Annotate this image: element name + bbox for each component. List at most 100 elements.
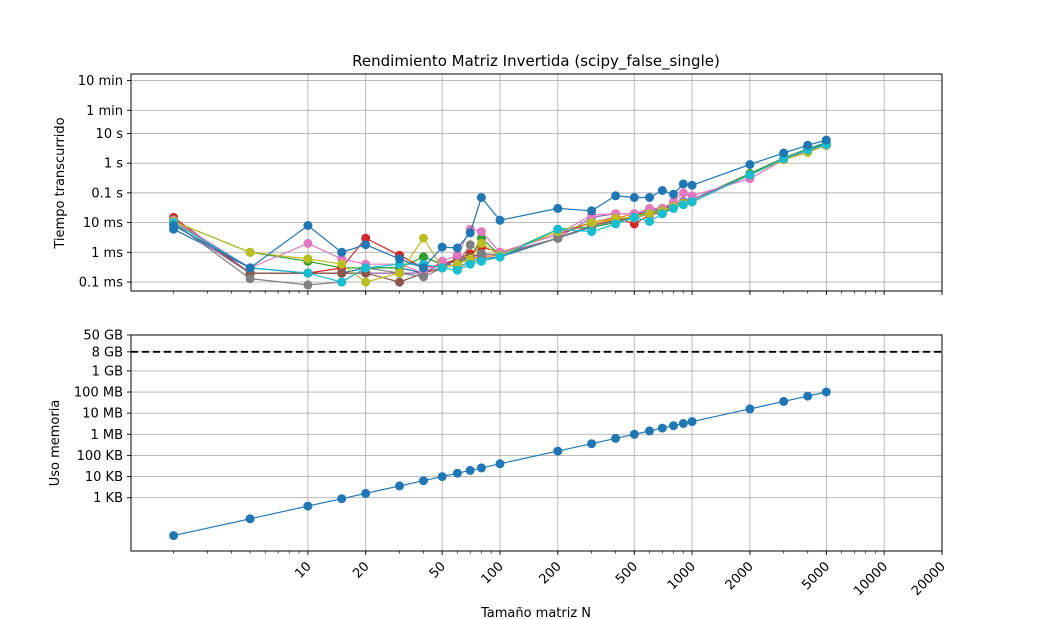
data-point (395, 277, 404, 287)
data-point (465, 228, 475, 238)
time-axes-frame (130, 73, 943, 292)
data-point (629, 212, 639, 222)
data-point (303, 280, 313, 290)
data-point (395, 481, 404, 491)
data-point (687, 417, 697, 427)
data-point (645, 216, 654, 226)
chart-title: Rendimiento Matriz Invertida (scipy_fals… (352, 52, 720, 71)
data-point (629, 429, 639, 439)
y-tick-label: 10 s (96, 127, 124, 142)
data-point (419, 476, 428, 486)
data-point (629, 193, 639, 202)
data-point (169, 531, 179, 541)
y-tick-label: 10 MB (82, 407, 123, 422)
data-point (611, 191, 621, 201)
data-point (245, 263, 255, 273)
data-point (452, 265, 462, 275)
data-point (437, 472, 447, 482)
data-point (303, 254, 313, 264)
data-point (245, 274, 255, 284)
data-point (669, 203, 678, 213)
data-point (553, 224, 563, 234)
time-xticks (173, 291, 943, 295)
y-tick-label: 1 min (86, 104, 123, 119)
data-point (419, 252, 428, 262)
data-point (657, 186, 667, 195)
y-tick-label: 10 ms (83, 216, 123, 231)
data-point (476, 256, 486, 266)
data-point (337, 277, 347, 287)
data-point (476, 193, 486, 202)
data-point (395, 268, 404, 278)
data-point (587, 439, 597, 449)
data-point (587, 218, 597, 228)
series-11 (169, 135, 831, 273)
data-point (553, 203, 563, 213)
data-point (303, 501, 313, 511)
data-point (587, 227, 597, 237)
data-point (395, 254, 404, 264)
data-point (419, 233, 428, 243)
data-point (361, 240, 371, 250)
memory-ylabel: Uso memoria (48, 400, 63, 487)
time-lines (169, 135, 831, 290)
data-point (495, 215, 505, 225)
y-tick-label: 1 ms (91, 246, 123, 261)
data-point (687, 197, 697, 207)
y-tick-label: 0.1 s (91, 186, 123, 201)
y-tick-label: 10 KB (85, 470, 123, 485)
time-panel: 0.1 ms 1 ms 10 ms 0.1 s 1 s 10 s 1 min 10 min T… (53, 73, 943, 295)
x-axis-label: Tamaño matriz N (480, 606, 591, 619)
y-tick-label: 50 GB (83, 329, 123, 344)
y-tick-label: 100 MB (74, 386, 123, 401)
y-tick-label: 1 GB (92, 364, 123, 379)
data-point (419, 263, 428, 273)
data-point (678, 200, 688, 210)
y-tick-label: 100 KB (77, 449, 123, 464)
data-point (337, 259, 347, 269)
data-point (821, 135, 831, 145)
data-point (337, 268, 347, 278)
data-point (645, 193, 654, 202)
time-yticks: 0.1 ms 1 ms 10 ms 0.1 s 1 s 10 s 1 min 10 min (78, 74, 131, 291)
data-point (452, 243, 462, 253)
data-point (645, 426, 654, 436)
data-point (553, 446, 563, 456)
series-10 (169, 140, 831, 287)
data-point (303, 268, 313, 278)
data-point (452, 250, 462, 260)
data-point (803, 391, 813, 401)
data-point (821, 387, 831, 397)
data-point (437, 242, 447, 252)
data-point (657, 423, 667, 433)
data-point (337, 247, 347, 257)
data-point (303, 238, 313, 248)
y-tick-label: 10 min (78, 74, 123, 89)
data-point (553, 233, 563, 243)
data-point (657, 209, 667, 219)
memory-axes-frame (130, 334, 943, 552)
data-point (745, 160, 755, 169)
data-point (745, 404, 755, 414)
data-point (245, 514, 255, 524)
data-point (303, 221, 313, 230)
data-point (803, 140, 813, 150)
data-point (476, 249, 486, 259)
data-point (437, 263, 447, 273)
y-tick-label: 0.1 ms (79, 276, 123, 291)
data-point (611, 433, 621, 443)
data-point (476, 463, 486, 473)
data-point (452, 468, 462, 478)
data-point (678, 188, 688, 198)
data-point (465, 240, 475, 250)
data-point (337, 494, 347, 504)
data-point (419, 272, 428, 282)
time-grid (131, 74, 943, 291)
data-point (687, 180, 697, 190)
data-point (361, 263, 371, 273)
series-1 (169, 387, 831, 541)
data-point (169, 221, 179, 230)
data-point (669, 421, 678, 431)
